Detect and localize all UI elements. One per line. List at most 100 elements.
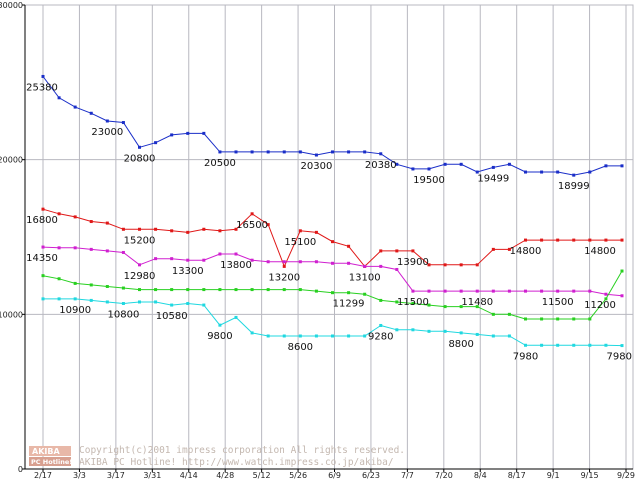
data-point-red <box>395 249 399 253</box>
data-point-green <box>540 317 544 321</box>
data-point-blue <box>491 165 495 169</box>
chart-series <box>41 74 624 348</box>
data-point-green <box>427 303 431 307</box>
copyright-text: Copyright(c)2001 impress corporation All… <box>79 445 405 456</box>
data-point-cyan <box>282 334 286 338</box>
data-point-blue <box>379 152 383 156</box>
data-point-magenta <box>250 258 254 262</box>
data-point-cyan <box>491 334 495 338</box>
data-point-magenta <box>105 249 109 253</box>
data-point-green <box>41 274 45 278</box>
data-label: 23000 <box>91 127 123 138</box>
data-point-green <box>218 288 222 292</box>
data-label: 9280 <box>368 331 393 342</box>
data-point-blue <box>57 96 61 100</box>
data-point-green <box>202 288 206 292</box>
data-label: 19500 <box>413 175 445 186</box>
data-point-cyan <box>154 300 158 304</box>
data-point-green <box>379 298 383 302</box>
data-point-blue <box>314 153 318 157</box>
data-point-cyan <box>507 334 511 338</box>
data-point-blue <box>202 131 206 135</box>
data-point-magenta <box>379 264 383 268</box>
data-point-red <box>170 229 174 233</box>
data-point-green <box>121 286 125 290</box>
data-point-cyan <box>604 343 608 347</box>
data-point-magenta <box>202 258 206 262</box>
data-point-red <box>507 247 511 251</box>
data-point-green <box>524 317 527 321</box>
data-point-magenta <box>282 260 286 264</box>
data-point-magenta <box>588 289 592 293</box>
data-point-green <box>475 305 479 309</box>
data-label: 7980 <box>513 351 538 362</box>
data-label: 10900 <box>59 305 91 316</box>
data-point-magenta <box>443 289 447 293</box>
data-label: 13200 <box>268 272 300 283</box>
data-point-cyan <box>250 331 254 335</box>
data-point-red <box>298 229 302 233</box>
data-point-blue <box>620 164 624 168</box>
data-point-cyan <box>298 334 302 338</box>
data-point-blue <box>105 119 109 123</box>
data-point-magenta <box>540 289 544 293</box>
data-label: 20380 <box>365 160 397 171</box>
data-point-magenta <box>331 261 334 265</box>
data-point-magenta <box>491 289 495 293</box>
data-point-blue <box>572 173 576 177</box>
data-point-blue <box>540 170 544 174</box>
data-label: 20800 <box>124 153 156 164</box>
data-point-blue <box>556 170 560 174</box>
data-point-blue <box>170 133 174 137</box>
data-label: 11200 <box>584 300 616 311</box>
data-point-blue <box>427 167 431 171</box>
data-point-red <box>524 238 527 242</box>
data-point-blue <box>282 150 286 154</box>
data-point-green <box>282 288 286 292</box>
data-point-green <box>170 288 174 292</box>
data-point-green <box>363 292 367 296</box>
data-point-red <box>347 244 351 248</box>
data-point-cyan <box>170 303 174 307</box>
data-point-blue <box>89 111 93 115</box>
data-point-blue <box>154 141 158 145</box>
data-point-red <box>427 263 431 267</box>
x-tick-label: 6/23 <box>362 471 380 480</box>
data-point-cyan <box>73 297 77 301</box>
data-point-green <box>105 284 109 288</box>
data-point-green <box>604 297 608 301</box>
data-point-green <box>588 317 592 321</box>
x-tick-label: 4/28 <box>216 471 234 480</box>
data-point-magenta <box>266 260 270 264</box>
data-point-magenta <box>314 260 318 264</box>
y-tick-label: 30000 <box>0 1 23 10</box>
data-label: 9800 <box>207 331 232 342</box>
data-point-blue <box>363 150 367 154</box>
data-point-cyan <box>540 343 544 347</box>
x-tick-label: 5/12 <box>253 471 271 480</box>
data-point-red <box>556 238 560 242</box>
data-label: 13100 <box>349 272 381 283</box>
data-point-blue <box>298 150 302 154</box>
data-label: 19499 <box>477 173 509 184</box>
data-point-magenta <box>363 264 367 268</box>
data-point-green <box>411 302 415 306</box>
data-point-red <box>491 247 495 251</box>
data-point-red <box>57 212 61 216</box>
data-label: 16500 <box>236 220 268 231</box>
data-label: 8600 <box>288 342 313 353</box>
data-point-magenta <box>507 289 511 293</box>
data-label: 11500 <box>397 297 429 308</box>
x-tick-label: 3/17 <box>107 471 125 480</box>
data-point-red <box>620 238 624 242</box>
data-label: 13300 <box>172 266 204 277</box>
logo-bottom-text: PC Hotline! <box>31 458 72 466</box>
data-point-cyan <box>138 300 141 304</box>
data-point-red <box>282 264 286 268</box>
data-point-cyan <box>331 334 334 338</box>
data-point-cyan <box>588 343 592 347</box>
data-point-green <box>556 317 560 321</box>
chart-data-labels: 25380 23000 20800 20500 20300 20380 19500 19499… <box>26 82 632 362</box>
data-label: 18999 <box>558 181 590 192</box>
